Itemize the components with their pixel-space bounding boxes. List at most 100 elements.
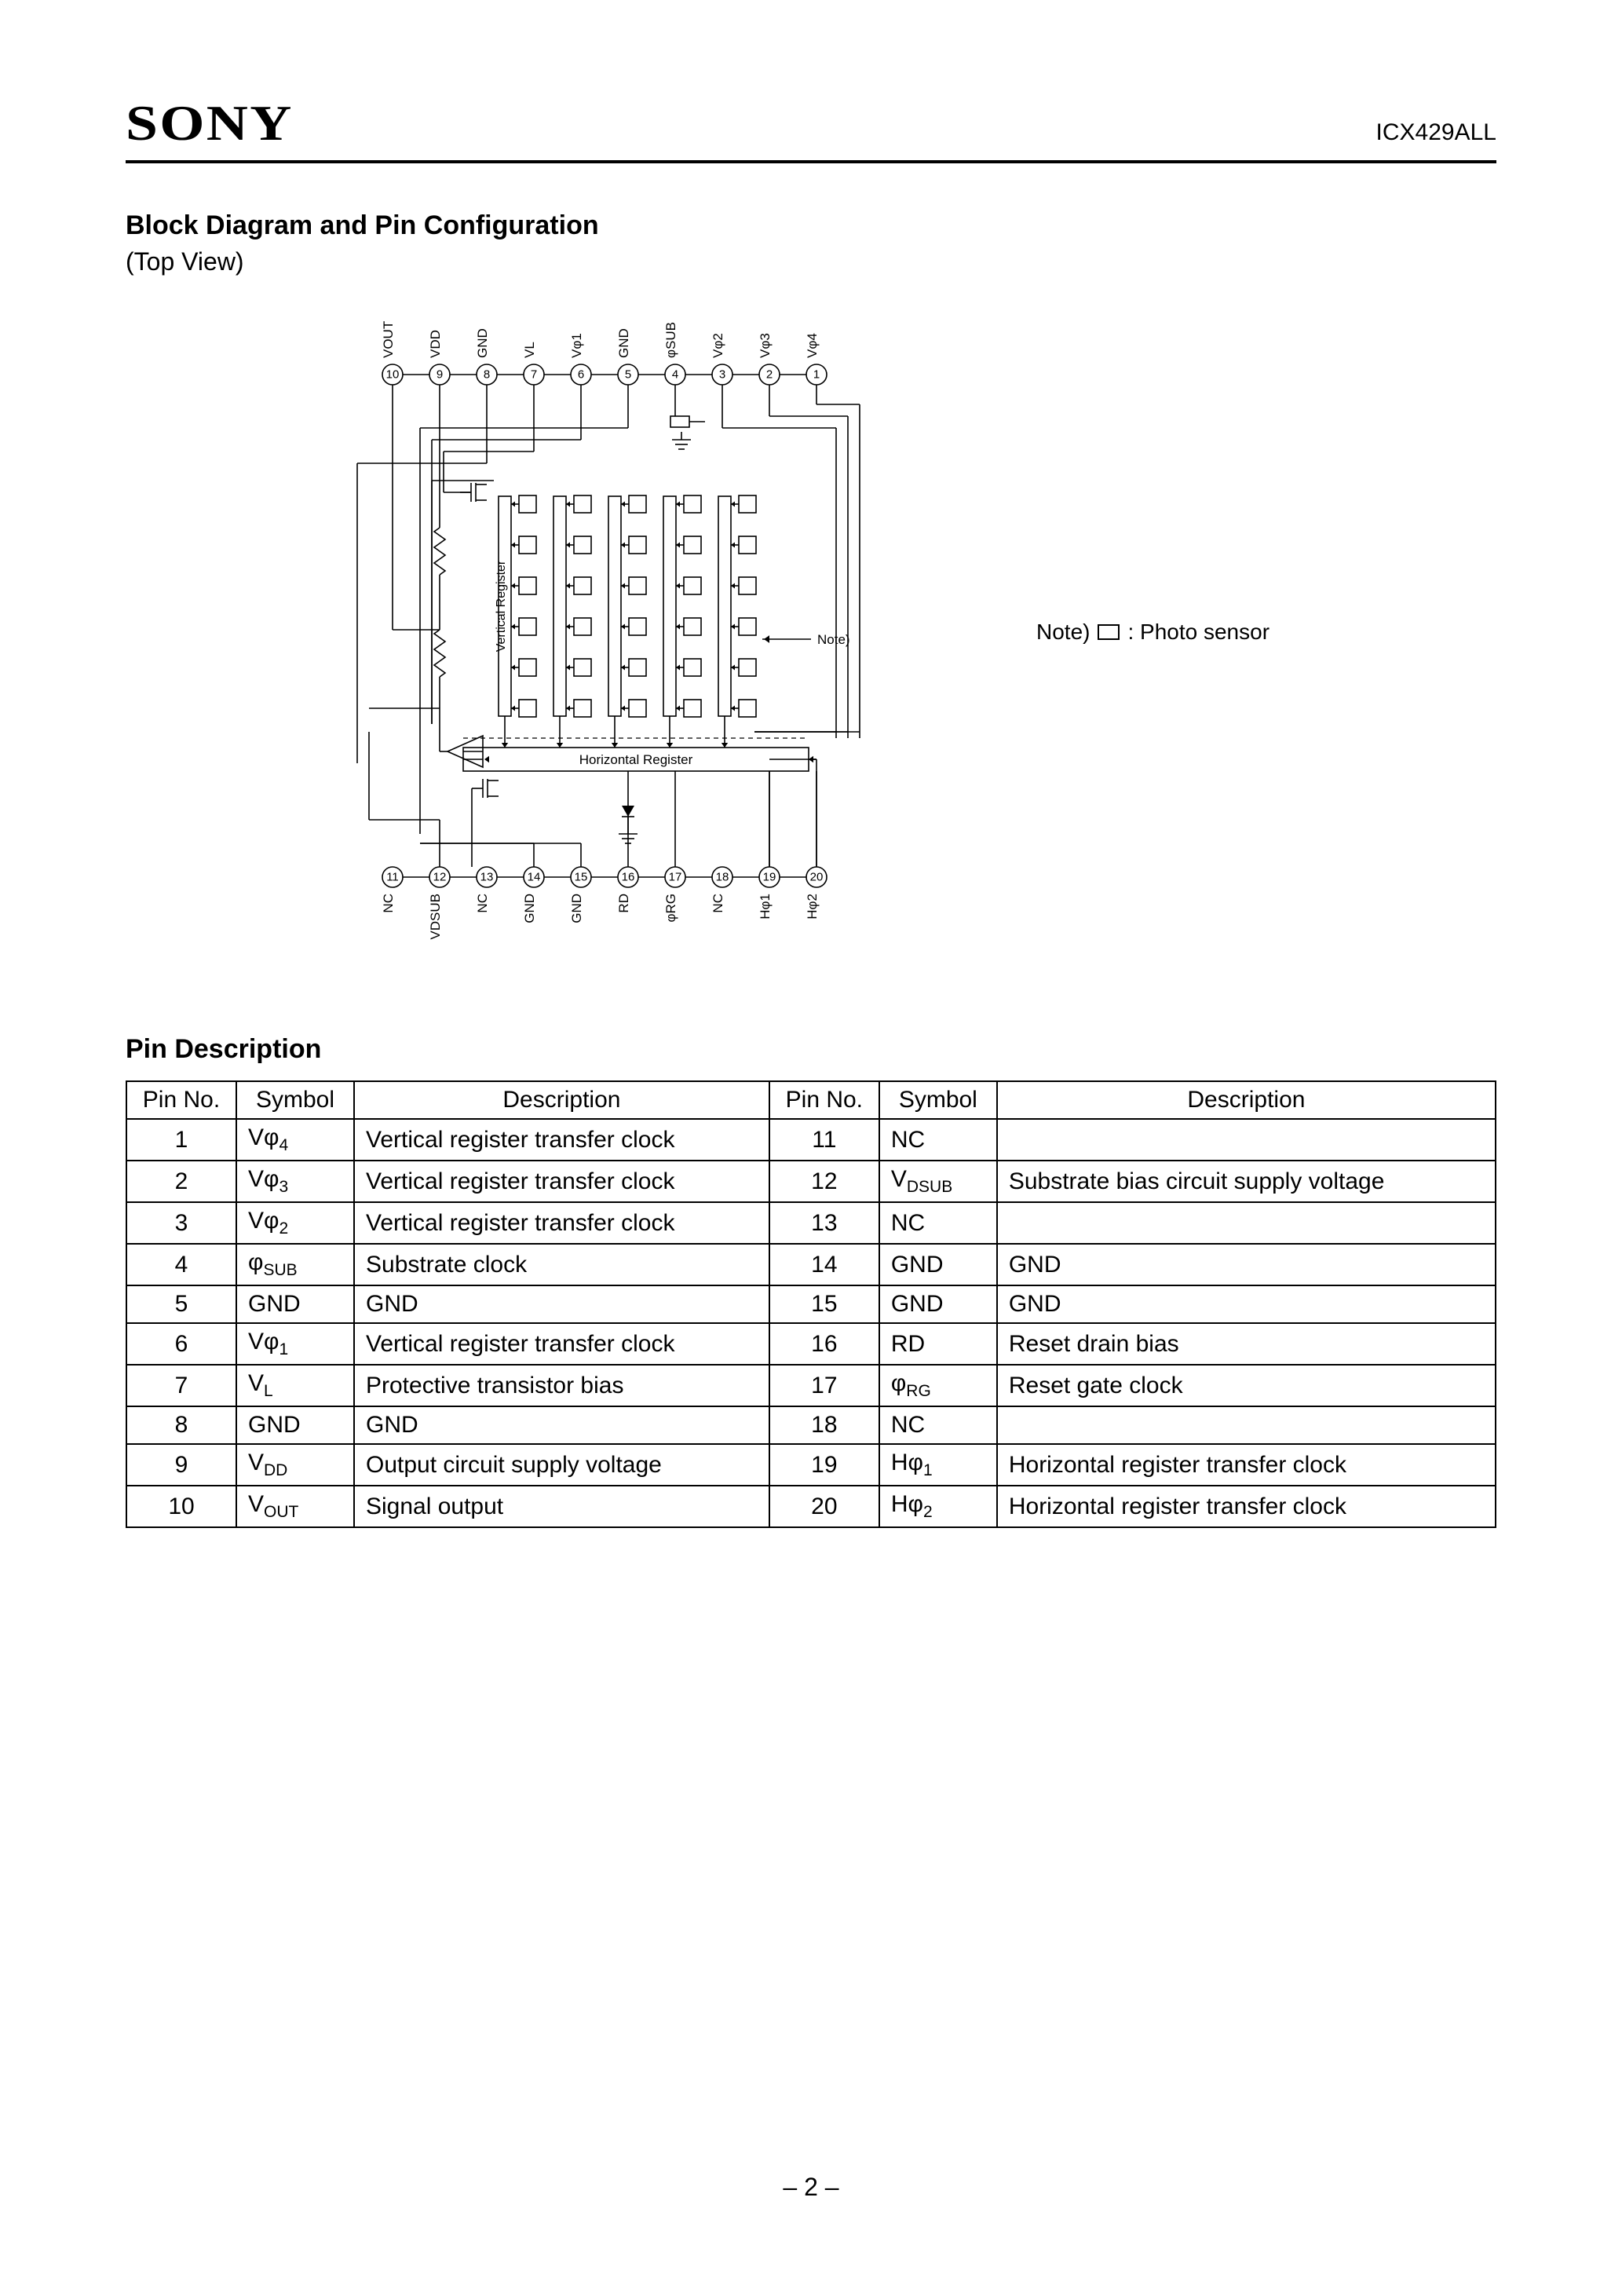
table-cell: Protective transistor bias xyxy=(354,1365,769,1406)
svg-text:VOUT: VOUT xyxy=(381,321,396,358)
table-header-cell: Symbol xyxy=(879,1081,997,1119)
svg-text:GND: GND xyxy=(569,894,584,923)
table-cell: φRG xyxy=(879,1365,997,1406)
svg-text:9: 9 xyxy=(437,368,443,382)
table-cell: NC xyxy=(879,1202,997,1244)
block-diagram-container: 10VOUT9VDD8GND7VL6Vφ15GND4φSUB3Vφ22Vφ31V… xyxy=(126,292,1496,971)
table-cell: 13 xyxy=(769,1202,879,1244)
page-number: – 2 – xyxy=(783,2173,838,2202)
svg-text:20: 20 xyxy=(810,871,824,884)
table-cell: Vertical register transfer clock xyxy=(354,1323,769,1365)
table-header-cell: Symbol xyxy=(236,1081,354,1119)
svg-text:VDSUB: VDSUB xyxy=(428,894,443,940)
svg-text:4: 4 xyxy=(672,368,678,382)
table-header-cell: Pin No. xyxy=(769,1081,879,1119)
table-cell: VDD xyxy=(236,1444,354,1486)
table-cell: RD xyxy=(879,1323,997,1365)
table-row: 3Vφ2Vertical register transfer clock13NC xyxy=(126,1202,1496,1244)
svg-text:Hφ1: Hφ1 xyxy=(758,894,773,919)
diagram-legend: Note) : Photo sensor xyxy=(1036,620,1269,645)
svg-text:Horizontal Register: Horizontal Register xyxy=(579,752,693,767)
table-cell: Reset drain bias xyxy=(997,1323,1496,1365)
svg-text:Vertical Register: Vertical Register xyxy=(495,560,508,652)
svg-text:12: 12 xyxy=(433,871,447,884)
table-cell: 18 xyxy=(769,1406,879,1444)
svg-text:19: 19 xyxy=(763,871,776,884)
table-cell: 1 xyxy=(126,1119,236,1161)
table-row: 9VDDOutput circuit supply voltage19Hφ1Ho… xyxy=(126,1444,1496,1486)
svg-text:10: 10 xyxy=(386,368,400,382)
section-block-diagram-subtitle: (Top View) xyxy=(126,247,1496,276)
svg-text:NC: NC xyxy=(711,894,725,913)
svg-text:14: 14 xyxy=(528,871,541,884)
table-head-row: Pin No.SymbolDescriptionPin No.SymbolDes… xyxy=(126,1081,1496,1119)
svg-text:Vφ4: Vφ4 xyxy=(805,333,820,358)
table-cell: Vφ4 xyxy=(236,1119,354,1161)
svg-text:φSUB: φSUB xyxy=(663,322,678,358)
table-cell: GND xyxy=(236,1285,354,1323)
table-cell: Vφ3 xyxy=(236,1161,354,1202)
svg-text:NC: NC xyxy=(381,894,396,913)
svg-text:5: 5 xyxy=(625,368,631,382)
svg-text:13: 13 xyxy=(480,871,494,884)
pin-description-table: Pin No.SymbolDescriptionPin No.SymbolDes… xyxy=(126,1080,1496,1528)
table-cell: 6 xyxy=(126,1323,236,1365)
svg-text:Vφ2: Vφ2 xyxy=(711,333,725,358)
table-cell: 9 xyxy=(126,1444,236,1486)
table-row: 4φSUBSubstrate clock14GNDGND xyxy=(126,1244,1496,1285)
svg-text:GND: GND xyxy=(616,328,631,358)
table-cell: 17 xyxy=(769,1365,879,1406)
svg-text:Vφ1: Vφ1 xyxy=(569,333,584,358)
table-cell: NC xyxy=(879,1406,997,1444)
table-cell: NC xyxy=(879,1119,997,1161)
table-cell: Vφ2 xyxy=(236,1202,354,1244)
table-cell xyxy=(997,1202,1496,1244)
table-cell: 5 xyxy=(126,1285,236,1323)
table-cell: 14 xyxy=(769,1244,879,1285)
table-cell: 8 xyxy=(126,1406,236,1444)
table-cell: Vertical register transfer clock xyxy=(354,1202,769,1244)
svg-text:2: 2 xyxy=(766,368,773,382)
table-cell: 11 xyxy=(769,1119,879,1161)
table-cell xyxy=(997,1119,1496,1161)
table-row: 8GNDGND18NC xyxy=(126,1406,1496,1444)
legend-prefix: Note) xyxy=(1036,620,1090,645)
table-cell: Hφ2 xyxy=(879,1486,997,1527)
table-cell: GND xyxy=(354,1406,769,1444)
table-header-cell: Description xyxy=(997,1081,1496,1119)
part-number: ICX429ALL xyxy=(1376,119,1496,146)
table-header-cell: Description xyxy=(354,1081,769,1119)
table-cell: 7 xyxy=(126,1365,236,1406)
table-cell: Hφ1 xyxy=(879,1444,997,1486)
table-cell: GND xyxy=(879,1244,997,1285)
section-pin-description-title: Pin Description xyxy=(126,1034,1496,1065)
table-cell: GND xyxy=(997,1285,1496,1323)
svg-text:7: 7 xyxy=(531,368,537,382)
table-cell: Horizontal register transfer clock xyxy=(997,1486,1496,1527)
svg-text:VL: VL xyxy=(522,342,537,358)
section-block-diagram-title: Block Diagram and Pin Configuration xyxy=(126,210,1496,241)
table-cell: 2 xyxy=(126,1161,236,1202)
svg-text:11: 11 xyxy=(386,871,399,884)
table-cell: GND xyxy=(236,1406,354,1444)
table-cell: Vφ1 xyxy=(236,1323,354,1365)
table-row: 1Vφ4Vertical register transfer clock11NC xyxy=(126,1119,1496,1161)
svg-text:Note): Note) xyxy=(817,632,850,647)
svg-text:NC: NC xyxy=(475,894,490,913)
svg-text:GND: GND xyxy=(522,894,537,923)
table-cell: 4 xyxy=(126,1244,236,1285)
table-row: 10VOUTSignal output20Hφ2Horizontal regis… xyxy=(126,1486,1496,1527)
table-cell: Vertical register transfer clock xyxy=(354,1161,769,1202)
table-cell: GND xyxy=(879,1285,997,1323)
legend-text: : Photo sensor xyxy=(1127,620,1269,645)
svg-text:17: 17 xyxy=(669,871,682,884)
table-cell: VDSUB xyxy=(879,1161,997,1202)
table-cell: Signal output xyxy=(354,1486,769,1527)
svg-text:Hφ2: Hφ2 xyxy=(805,894,820,919)
svg-text:VDD: VDD xyxy=(428,330,443,358)
table-row: 5GNDGND15GNDGND xyxy=(126,1285,1496,1323)
table-cell: VL xyxy=(236,1365,354,1406)
table-cell: 3 xyxy=(126,1202,236,1244)
table-cell: Output circuit supply voltage xyxy=(354,1444,769,1486)
svg-text:16: 16 xyxy=(622,871,635,884)
